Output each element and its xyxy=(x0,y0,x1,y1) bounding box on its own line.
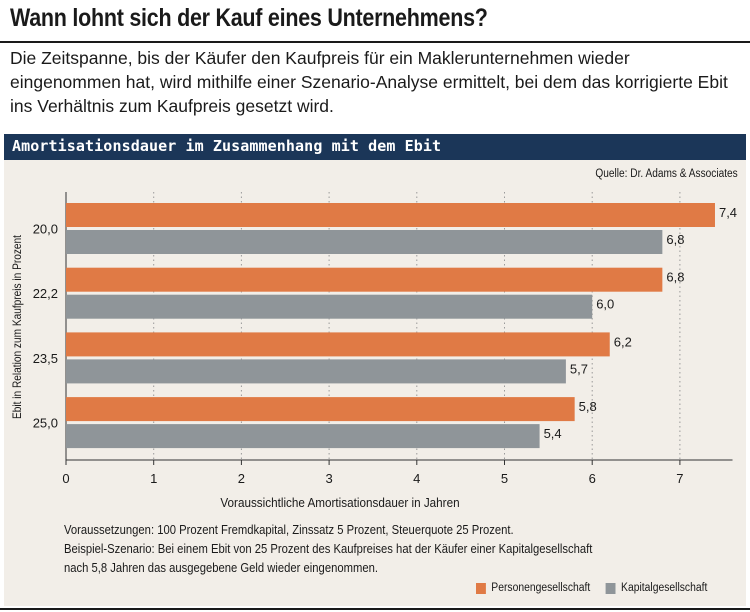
y-tick-label: 22,2 xyxy=(33,286,58,301)
bar-value-label: 5,7 xyxy=(570,361,588,376)
y-axis-title: Ebit in Relation zum Kaufpreis in Prozen… xyxy=(11,235,24,419)
bar xyxy=(66,230,663,254)
y-tick-label: 20,0 xyxy=(33,222,58,237)
y-tick-label: 23,5 xyxy=(33,351,58,366)
note-line: Voraussetzungen: 100 Prozent Fremdkapita… xyxy=(64,523,514,537)
lead-paragraph: Die Zeitspanne, bis der Käufer den Kaufp… xyxy=(10,48,728,116)
bar-value-label: 5,8 xyxy=(579,399,597,414)
x-tick-label: 3 xyxy=(325,471,332,486)
bar xyxy=(66,267,663,292)
y-tick-label: 25,0 xyxy=(33,416,58,431)
bar xyxy=(66,424,540,449)
bar-value-label: 6,8 xyxy=(666,270,684,285)
bar-value-label: 6,0 xyxy=(596,297,614,312)
legend-label: Kapitalgesellschaft xyxy=(621,582,708,594)
legend-swatch xyxy=(605,582,616,594)
source-note: Quelle: Dr. Adams & Associates xyxy=(595,168,738,180)
bar-value-label: 7,4 xyxy=(719,205,737,220)
chart-title: Amortisationsdauer im Zusammenhang mit d… xyxy=(12,137,442,155)
chart-notes: Voraussetzungen: 100 Prozent Fremdkapita… xyxy=(64,521,592,578)
chart-legend: Personengesellschaft Kapitalgesellschaft xyxy=(476,582,720,600)
x-tick-label: 6 xyxy=(589,471,596,486)
x-tick-label: 4 xyxy=(413,471,420,486)
chart-panel-header: Amortisationsdauer im Zusammenhang mit d… xyxy=(4,134,746,160)
bar-value-label: 5,4 xyxy=(544,426,562,441)
x-tick-label: 5 xyxy=(501,471,508,486)
x-tick-label: 7 xyxy=(676,471,683,486)
legend-swatch xyxy=(476,582,486,594)
bar-value-label: 6,8 xyxy=(666,232,684,247)
bar-value-label: 6,2 xyxy=(614,334,632,349)
legend-item: Kapitalgesellschaft xyxy=(605,582,708,594)
bar xyxy=(66,294,593,319)
legend-label: Personengesellschaft xyxy=(491,582,591,594)
x-tick-label: 0 xyxy=(62,471,69,486)
x-tick-label: 1 xyxy=(150,471,157,486)
bar xyxy=(66,332,610,357)
headline-rule xyxy=(0,41,750,43)
bar xyxy=(66,203,715,227)
panel-bottom-rule xyxy=(0,608,750,610)
bar xyxy=(66,397,575,422)
bar xyxy=(66,359,566,384)
x-axis-title: Voraussichtliche Amortisationsdauer in J… xyxy=(220,495,459,510)
note-line: Beispiel-Szenario: Bei einem Ebit von 25… xyxy=(64,542,593,556)
x-tick-label: 2 xyxy=(238,471,245,486)
legend-item: Personengesellschaft xyxy=(476,582,590,594)
headline: Wann lohnt sich der Kauf eines Unternehm… xyxy=(10,4,488,32)
note-line: nach 5,8 Jahren das ausgegebene Geld wie… xyxy=(64,561,378,575)
